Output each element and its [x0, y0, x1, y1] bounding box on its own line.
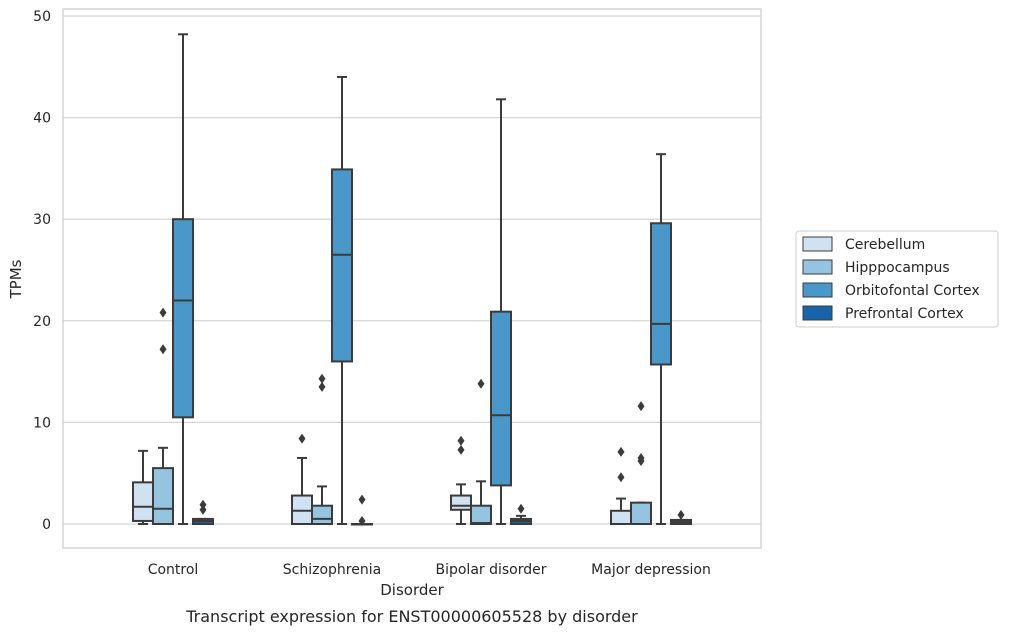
legend-items: Cerebellum Hipppocampus Orbitofontal Corte…	[802, 236, 980, 322]
box-group	[311, 373, 333, 526]
outlier-point	[318, 373, 326, 384]
y-tick-label: 50	[33, 9, 51, 25]
plot-frame	[62, 8, 762, 549]
outlier-point	[159, 307, 167, 318]
y-tick-label: 10	[33, 415, 51, 431]
box-iqr	[630, 501, 652, 526]
outlier-point	[637, 452, 645, 463]
outlier-point	[617, 446, 625, 457]
y-tick-label: 40	[33, 111, 51, 127]
box-iqr	[470, 504, 492, 526]
outlier-point	[517, 503, 525, 514]
outlier-point	[637, 401, 645, 412]
y-axis-title: TPMs	[7, 259, 25, 299]
legend-swatch	[802, 236, 833, 252]
box-iqr	[331, 168, 353, 363]
box-iqr	[490, 310, 512, 487]
box-iqr	[311, 504, 333, 526]
legend-swatch	[802, 259, 833, 275]
box-iqr	[152, 467, 174, 525]
box-group	[172, 33, 194, 525]
x-tick-label: Schizophrenia	[283, 562, 381, 578]
legend-label: Orbitofontal Cortex	[845, 283, 980, 299]
box-group	[610, 446, 632, 525]
outlier-point	[199, 499, 207, 510]
box-iqr	[650, 222, 672, 366]
outlier-point	[617, 472, 625, 483]
box-group	[510, 503, 532, 525]
x-tick-label: Control	[148, 562, 199, 578]
chart-caption: Transcript expression for ENST0000060552…	[185, 607, 638, 626]
legend-swatch	[802, 305, 833, 321]
box-iqr	[450, 494, 472, 511]
legend-label: Cerebellum	[845, 237, 925, 253]
box-group	[152, 307, 174, 525]
box-iqr	[132, 481, 154, 522]
y-tick-label: 20	[33, 314, 51, 330]
box-group	[192, 499, 214, 525]
box-group	[490, 98, 512, 525]
outlier-point	[457, 435, 465, 446]
outlier-point	[358, 515, 366, 526]
legend-swatch	[802, 282, 833, 298]
y-tick-labels: 0 10 20 30 40 50	[33, 9, 51, 533]
outlier-point	[457, 444, 465, 455]
box-group	[650, 153, 672, 525]
outlier-point	[318, 381, 326, 392]
x-tick-label: Bipolar disorder	[435, 562, 546, 578]
box-group	[291, 433, 313, 526]
box-iqr	[172, 218, 194, 419]
outlier-point	[199, 504, 207, 515]
box-group	[132, 449, 154, 525]
outlier-point	[677, 509, 685, 520]
legend: Cerebellum Hipppocampus Orbitofontal Corte…	[795, 230, 999, 328]
box-group	[670, 509, 692, 525]
legend-frame	[795, 230, 999, 328]
box-group	[331, 75, 353, 525]
box-group	[351, 494, 373, 526]
box-iqr	[610, 509, 632, 525]
x-tick-labels: Control Schizophrenia Bipolar disorder Majo…	[148, 562, 711, 578]
y-tick-label: 0	[42, 517, 51, 533]
outlier-point	[358, 494, 366, 505]
x-axis-title: Disorder	[380, 581, 444, 599]
boxes	[132, 33, 692, 526]
y-tick-label: 30	[33, 212, 51, 228]
outlier-point	[159, 344, 167, 355]
box-group	[470, 378, 492, 526]
box-group	[630, 401, 652, 526]
box-iqr	[291, 494, 313, 526]
box-group	[450, 435, 472, 525]
legend-label: Prefrontal Cortex	[845, 306, 964, 322]
outlier-point	[477, 378, 485, 389]
legend-label: Hipppocampus	[845, 260, 950, 276]
x-tick-label: Major depression	[591, 562, 711, 578]
outlier-point	[298, 433, 306, 444]
